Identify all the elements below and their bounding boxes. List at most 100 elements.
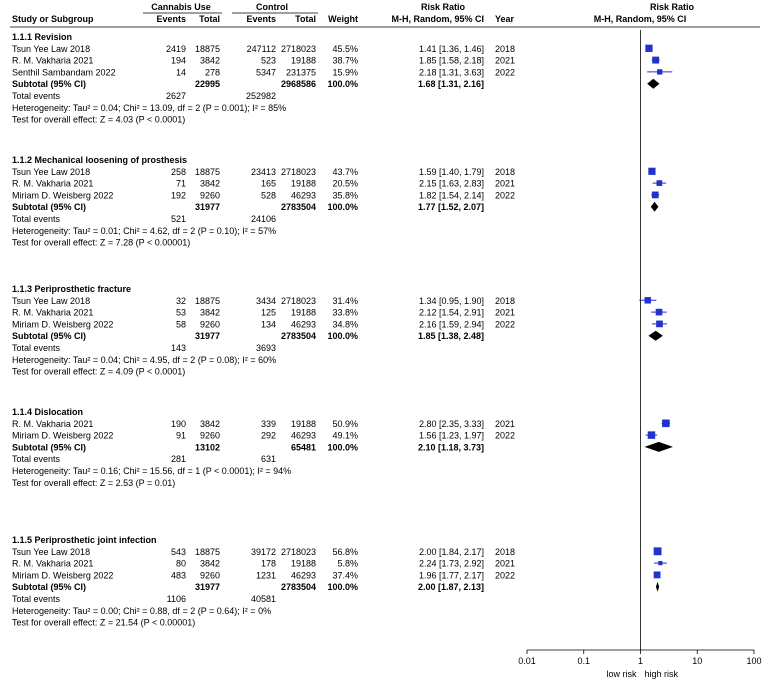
header-events2: Events	[246, 14, 276, 24]
study-weight: 50.9%	[332, 419, 358, 429]
total-events-control: 252982	[246, 91, 276, 101]
study-weight: 34.8%	[332, 319, 358, 329]
subtotal-cannabis-total: 31977	[195, 202, 220, 212]
study-weight: 15.9%	[332, 67, 358, 77]
study-year: 2021	[495, 419, 515, 429]
total-events-cannabis: 521	[171, 214, 186, 224]
cannabis-events: 32	[176, 296, 186, 306]
subtotal-label: Subtotal (95% CI)	[12, 331, 86, 341]
study-year: 2021	[495, 308, 515, 318]
study-risk-ratio: 1.85 [1.58, 2.18]	[419, 56, 484, 66]
subtotal-diamond	[650, 201, 659, 212]
total-events-label: Total events	[12, 454, 61, 464]
study-name: Tsun Yee Law 2018	[12, 167, 90, 177]
study-name: R. M. Vakharia 2021	[12, 179, 93, 189]
cannabis-total: 9260	[200, 190, 220, 200]
study-year: 2022	[495, 190, 515, 200]
subtotal-risk-ratio: 2.10 [1.18, 3.73]	[418, 442, 484, 452]
favours-right-label: high risk	[645, 669, 679, 679]
total-events-label: Total events	[12, 91, 61, 101]
control-events: 1231	[256, 570, 276, 580]
control-events: 39172	[251, 547, 276, 557]
favours-left-label: low risk	[606, 669, 637, 679]
cannabis-total: 3842	[200, 56, 220, 66]
header-weight: Weight	[328, 14, 358, 24]
study-point	[658, 560, 663, 566]
subtotal-control-total: 2783504	[281, 202, 316, 212]
subtotal-diamond	[647, 78, 660, 89]
subgroup-title: 1.1.3 Periprosthetic fracture	[12, 284, 131, 294]
study-point	[645, 44, 653, 52]
subtotal-weight: 100.0%	[327, 79, 358, 89]
cannabis-events: 194	[171, 56, 186, 66]
subtotal-control-total: 2783504	[281, 582, 316, 592]
subtotal-risk-ratio: 1.85 [1.38, 2.48]	[418, 331, 484, 341]
subtotal-control-total: 2783504	[281, 331, 316, 341]
subtotal-weight: 100.0%	[327, 202, 358, 212]
cannabis-total: 3842	[200, 308, 220, 318]
heterogeneity-text: Heterogeneity: Tau² = 0.01; Chi² = 4.62,…	[12, 226, 276, 236]
study-risk-ratio: 1.82 [1.54, 2.14]	[419, 190, 484, 200]
total-events-cannabis: 143	[171, 343, 186, 353]
study-year: 2022	[495, 319, 515, 329]
total-events-control: 40581	[251, 594, 276, 604]
study-weight: 33.8%	[332, 308, 358, 318]
cannabis-events: 258	[171, 167, 186, 177]
cannabis-total: 278	[205, 67, 220, 77]
control-total: 46293	[291, 319, 316, 329]
study-name: R. M. Vakharia 2021	[12, 56, 93, 66]
subtotal-diamond	[648, 330, 663, 341]
study-weight: 56.8%	[332, 547, 358, 557]
control-events: 134	[261, 319, 276, 329]
study-name: R. M. Vakharia 2021	[12, 419, 93, 429]
subtotal-control-total: 65481	[291, 442, 316, 452]
control-total: 2718023	[281, 296, 316, 306]
study-year: 2018	[495, 547, 515, 557]
study-weight: 43.7%	[332, 167, 358, 177]
cannabis-total: 18875	[195, 296, 220, 306]
control-total: 19188	[291, 179, 316, 189]
cannabis-total: 18875	[195, 44, 220, 54]
study-risk-ratio: 2.24 [1.73, 2.92]	[419, 559, 484, 569]
overall-effect-text: Test for overall effect: Z = 4.03 (P < 0…	[12, 115, 185, 125]
total-events-label: Total events	[12, 594, 61, 604]
study-point	[647, 431, 656, 439]
study-point	[653, 571, 661, 579]
total-events-control: 631	[261, 454, 276, 464]
study-risk-ratio: 1.59 [1.40, 1.79]	[419, 167, 484, 177]
control-events: 3434	[256, 296, 276, 306]
subtotal-control-total: 2968586	[281, 79, 316, 89]
overall-effect-text: Test for overall effect: Z = 2.53 (P = 0…	[12, 478, 175, 488]
cannabis-total: 3842	[200, 179, 220, 189]
control-events: 247112	[247, 44, 276, 54]
control-events: 523	[261, 56, 276, 66]
x-axis: 0.01 0.1 1 10 100 low risk high risk	[518, 30, 762, 679]
study-weight: 38.7%	[332, 56, 358, 66]
study-point	[648, 167, 656, 175]
study-point	[655, 308, 663, 316]
header-method: M-H, Random, 95% CI	[391, 14, 484, 24]
x-tick-label: 100	[746, 656, 761, 666]
cannabis-events: 483	[171, 570, 186, 580]
control-total: 19188	[291, 56, 316, 66]
study-name: Senthil Sambandam 2022	[12, 67, 116, 77]
study-year: 2018	[495, 296, 515, 306]
cannabis-total: 18875	[195, 167, 220, 177]
study-name: Tsun Yee Law 2018	[12, 296, 90, 306]
study-year: 2021	[495, 559, 515, 569]
header-group1: Cannabis Use	[151, 2, 211, 12]
total-events-cannabis: 2627	[166, 91, 186, 101]
subtotal-diamond	[655, 581, 660, 592]
control-events: 292	[261, 431, 276, 441]
subtotal-label: Subtotal (95% CI)	[12, 582, 86, 592]
cannabis-events: 190	[171, 419, 186, 429]
study-risk-ratio: 2.18 [1.31, 3.63]	[419, 67, 484, 77]
heterogeneity-text: Heterogeneity: Tau² = 0.16; Chi² = 15.56…	[12, 466, 291, 476]
control-events: 125	[261, 308, 276, 318]
study-weight: 37.4%	[332, 570, 358, 580]
control-total: 2718023	[281, 44, 316, 54]
subtotal-cannabis-total: 31977	[195, 582, 220, 592]
control-total: 19188	[291, 419, 316, 429]
study-name: R. M. Vakharia 2021	[12, 308, 93, 318]
